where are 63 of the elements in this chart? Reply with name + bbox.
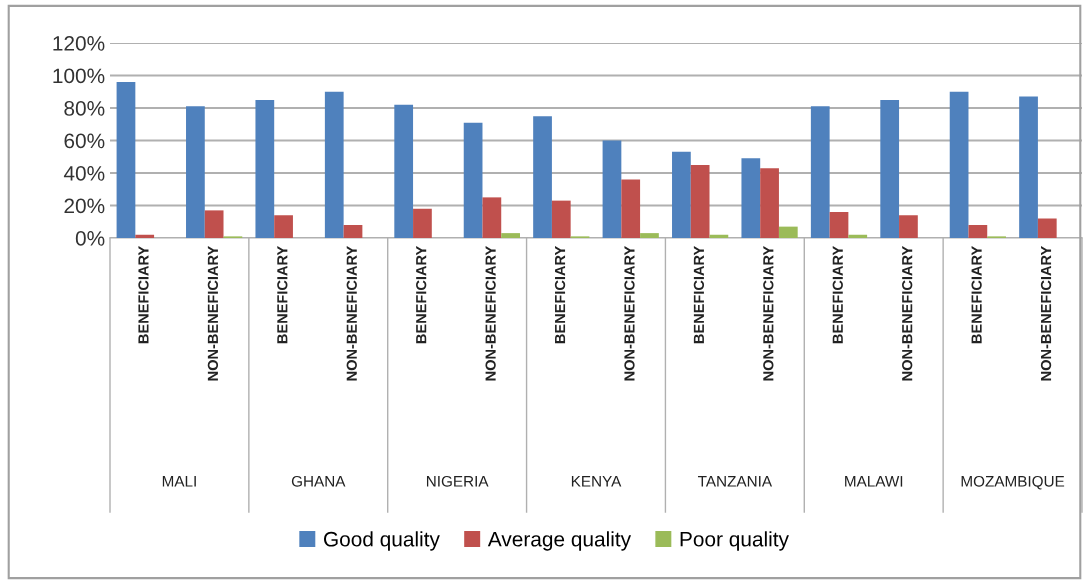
bar — [482, 197, 502, 238]
y-tick-label: 20% — [64, 198, 105, 214]
bar — [135, 234, 155, 238]
x-tick-label: BENEFICIARY — [138, 246, 149, 344]
x-tick-label: BENEFICIARY — [277, 246, 288, 344]
text: MALAWI — [845, 476, 903, 487]
bar — [778, 226, 798, 238]
x-tick-label: BENEFICIARY — [416, 246, 427, 344]
y-tick-label: 100% — [53, 68, 105, 84]
bar — [204, 210, 224, 238]
y-tick-label: 120% — [53, 36, 105, 51]
bar — [899, 215, 918, 238]
bar — [640, 233, 659, 238]
bar — [672, 151, 691, 238]
bar — [880, 99, 900, 238]
bar — [501, 233, 520, 238]
bar — [1037, 218, 1057, 238]
text: MALI — [162, 476, 196, 487]
bar — [741, 158, 761, 238]
x-tick-label: NON-BENEFICIARY — [902, 246, 913, 381]
text: NIGERIA — [426, 475, 489, 487]
bar — [394, 104, 414, 238]
bar — [463, 122, 483, 238]
bar — [690, 164, 710, 238]
text: GHANA — [291, 475, 346, 487]
bar — [829, 212, 849, 238]
legend-label: Average quality — [487, 531, 632, 551]
text: TANZANIA — [697, 476, 773, 487]
bar — [1019, 96, 1038, 238]
x-tick-label: NON-BENEFICIARY — [485, 246, 496, 381]
bar — [551, 200, 571, 238]
legend-label: Poor quality — [680, 531, 789, 551]
x-tick-label: NON-BENEFICIARY — [624, 246, 635, 381]
bar — [968, 225, 988, 238]
bar — [186, 106, 205, 238]
text: MOZAMBIQUE — [961, 475, 1065, 490]
x-tick-label: BENEFICIARY — [971, 246, 982, 344]
bar — [343, 225, 363, 238]
bar — [760, 168, 779, 238]
x-tick-label: BENEFICIARY — [693, 246, 705, 344]
bar — [533, 116, 552, 238]
x-tick-label: BENEFICIARY — [554, 246, 566, 344]
y-tick-label: 40% — [63, 166, 105, 181]
x-tick-label: NON-BENEFICIARY — [207, 246, 219, 381]
x-tick-label: NON-BENEFICIARY — [763, 246, 774, 381]
bar — [255, 99, 275, 238]
x-tick-label: BENEFICIARY — [832, 246, 843, 344]
y-tick-label: 60% — [64, 133, 105, 149]
bar — [413, 208, 432, 238]
bar — [949, 91, 969, 238]
bar — [848, 234, 868, 238]
legend-label: Good quality — [323, 531, 440, 551]
bar — [810, 106, 830, 238]
x-tick-label: NON-BENEFICIARY — [346, 246, 357, 381]
text: KENYA — [571, 476, 622, 487]
bar — [621, 179, 641, 238]
bar — [602, 140, 622, 238]
y-tick-label: 0% — [75, 231, 105, 246]
bar — [274, 215, 293, 238]
bar — [324, 91, 344, 238]
y-tick-label: 80% — [64, 101, 105, 116]
x-tick-label: NON-BENEFICIARY — [1040, 246, 1052, 381]
bar — [116, 82, 136, 238]
